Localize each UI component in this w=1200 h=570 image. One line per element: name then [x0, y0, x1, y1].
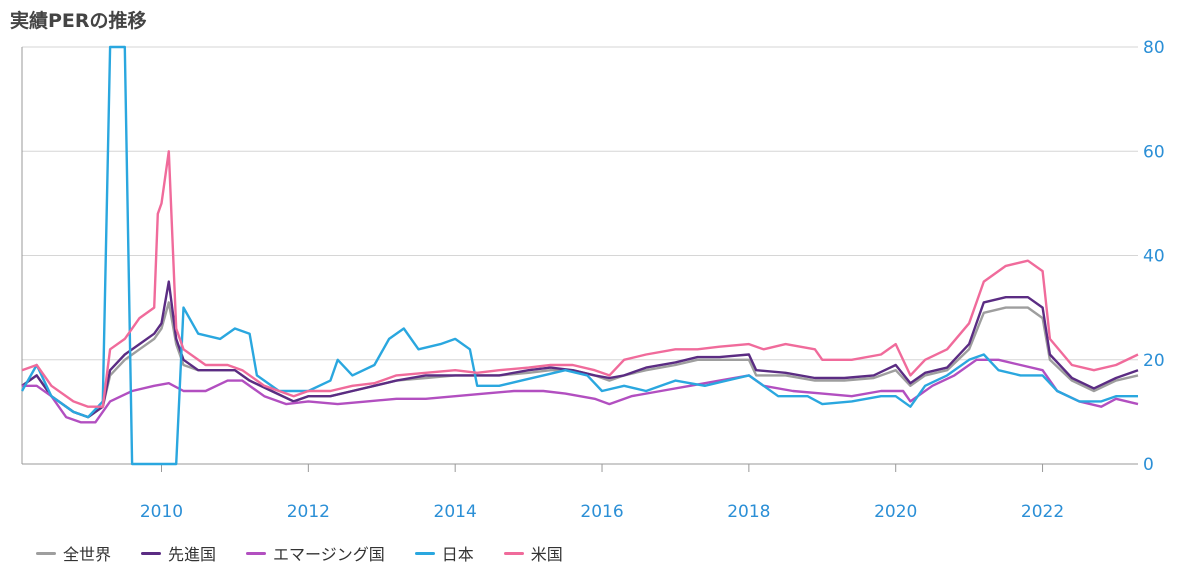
tick-labels: 0 20 40 60 80 2010 2012 2014 2016 2018 2020 2022 — [140, 38, 1165, 522]
legend-label: エマージング国 — [273, 545, 385, 564]
series-line-4 — [21, 150, 1139, 408]
legend-item[interactable]: 先進国 — [141, 541, 216, 565]
series-line-2 — [22, 358, 1139, 424]
chart-title: 実績PERの推移 — [10, 10, 147, 32]
y-tick-label: 40 — [1143, 247, 1165, 267]
x-tick-label: 2016 — [580, 502, 623, 522]
legend-swatch — [414, 551, 435, 555]
x-tick-label: 2020 — [874, 502, 917, 522]
y-tick-label: 80 — [1143, 38, 1165, 58]
legend-label: 日本 — [441, 545, 474, 564]
series-lines — [20, 45, 1139, 466]
series-line-3 — [20, 45, 1138, 466]
axes — [21, 47, 1044, 472]
legend-label: 米国 — [530, 545, 563, 564]
legend-item[interactable]: 日本 — [414, 541, 474, 565]
x-tick-label: 2010 — [140, 502, 183, 522]
legend-label: 先進国 — [168, 545, 217, 564]
series-line-0 — [21, 301, 1139, 419]
x-tick-label: 2014 — [434, 502, 477, 522]
y-tick-label: 60 — [1143, 142, 1165, 162]
y-tick-label: 0 — [1143, 455, 1154, 475]
y-tick-label: 20 — [1143, 351, 1165, 371]
x-tick-label: 2018 — [727, 502, 770, 522]
gridlines — [22, 46, 1138, 465]
x-tick-label: 2022 — [1021, 502, 1064, 522]
x-tick-label: 2012 — [287, 502, 330, 522]
legend-item[interactable]: 米国 — [503, 541, 563, 565]
legend-item[interactable]: 全世界 — [36, 541, 111, 565]
legend-swatch — [141, 551, 162, 555]
legend-item[interactable]: エマージング国 — [246, 541, 385, 565]
series-line-1 — [21, 280, 1139, 419]
legend-swatch — [246, 551, 267, 555]
legend-swatch — [503, 551, 524, 555]
legend-swatch — [36, 551, 56, 555]
line-chart: 0 20 40 60 80 2010 2012 2014 2016 2018 2020 2022 — [20, 38, 1165, 522]
legend: 全世界 先進国 エマージング国 日本 米国 — [36, 541, 563, 565]
legend-label: 全世界 — [63, 545, 112, 564]
